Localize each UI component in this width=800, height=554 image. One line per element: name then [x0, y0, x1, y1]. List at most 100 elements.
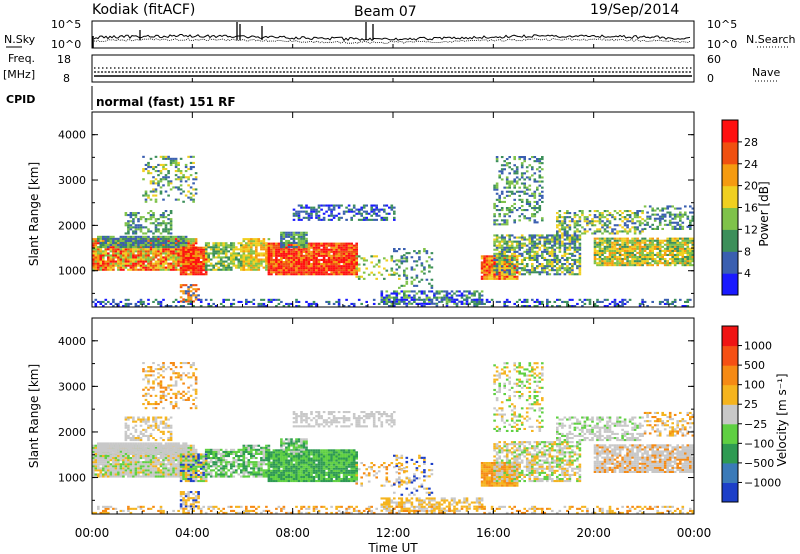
power-cell — [505, 275, 509, 278]
power-cell — [300, 210, 303, 213]
power-cell — [553, 254, 557, 257]
power-cell — [603, 247, 607, 250]
power-cell — [164, 157, 168, 160]
velocity-cell — [92, 457, 95, 460]
power-cell — [317, 218, 321, 221]
power-cell — [330, 254, 333, 257]
power-cell — [317, 250, 321, 253]
power-cell — [142, 237, 145, 240]
power-cell — [495, 244, 499, 247]
power-cell — [395, 300, 399, 303]
power-cell — [127, 224, 130, 227]
power-cell — [536, 261, 539, 264]
power-cell — [621, 260, 624, 263]
power-cell — [144, 256, 148, 259]
power-cell — [558, 248, 562, 251]
power-cell — [127, 305, 130, 308]
power-cell — [596, 298, 599, 301]
power-cell — [164, 252, 168, 255]
power-cell — [643, 241, 647, 244]
power-cell — [159, 248, 163, 251]
power-cell — [330, 263, 333, 266]
power-cell — [177, 240, 180, 243]
power-cell — [184, 269, 188, 272]
power-cell — [297, 256, 301, 259]
power-cell — [272, 298, 276, 301]
power-cell — [109, 260, 113, 263]
power-cell — [137, 218, 140, 221]
power-cell — [134, 246, 138, 249]
power-cell — [154, 218, 158, 221]
power-cell — [671, 302, 674, 305]
power-cell — [335, 261, 338, 264]
power-cell — [395, 263, 399, 266]
power-cell — [300, 244, 303, 247]
power-cell — [230, 242, 233, 245]
power-cell — [500, 192, 504, 195]
velocity-cell — [109, 473, 113, 476]
power-cell — [252, 302, 256, 305]
power-cell — [503, 200, 506, 203]
power-cell — [365, 300, 368, 303]
power-cell — [255, 256, 258, 259]
power-cell — [671, 237, 674, 240]
power-cell — [558, 220, 562, 223]
power-cell — [566, 224, 569, 227]
power-cell — [295, 265, 298, 268]
power-cell — [219, 250, 223, 253]
power-cell — [503, 164, 506, 167]
power-cell — [623, 218, 627, 221]
power-cell — [495, 267, 499, 270]
power-cell — [164, 155, 168, 158]
power-cell — [139, 262, 143, 265]
power-cell — [536, 298, 539, 301]
power-cell — [265, 256, 268, 259]
power-cell — [533, 269, 537, 272]
power-cell — [593, 249, 597, 252]
power-cell — [112, 268, 115, 271]
power-cell — [362, 206, 366, 209]
power-cell — [147, 228, 150, 231]
power-cell — [578, 298, 582, 301]
power-cell — [533, 258, 537, 261]
power-cell — [691, 243, 695, 246]
power-cell — [362, 263, 366, 266]
power-cell — [643, 205, 647, 208]
power-cell — [525, 209, 529, 212]
power-cell — [666, 237, 669, 240]
power-cell — [257, 302, 261, 305]
power-cell — [297, 233, 301, 236]
power-cell — [124, 246, 128, 249]
power-cell — [300, 235, 303, 238]
power-cell — [332, 267, 336, 270]
power-cell — [307, 261, 311, 264]
power-cell — [525, 202, 529, 205]
power-cell — [658, 245, 662, 248]
power-cell — [362, 277, 366, 280]
power-cell — [538, 198, 542, 201]
power-cell — [132, 264, 135, 267]
velocity-cell — [92, 452, 95, 455]
power-cell — [621, 241, 624, 244]
power-cell — [608, 245, 612, 248]
power-cell — [184, 265, 188, 268]
power-cell — [558, 258, 562, 261]
power-cell — [671, 253, 674, 256]
power-cell — [252, 258, 256, 261]
power-cell — [533, 205, 537, 208]
power-cell — [495, 275, 499, 278]
power-cell — [505, 248, 509, 251]
power-cell — [94, 268, 98, 271]
power-cell — [430, 284, 434, 287]
power-cell — [192, 305, 195, 308]
power-cell — [297, 246, 301, 249]
power-cell — [528, 256, 532, 259]
velocity-cell — [102, 463, 105, 466]
power-cell — [638, 224, 642, 227]
power-cell — [325, 273, 328, 276]
power-cell — [606, 218, 609, 221]
power-cell — [393, 248, 396, 251]
power-cell — [689, 264, 692, 267]
power-cell — [305, 254, 308, 257]
power-cell — [142, 300, 145, 303]
